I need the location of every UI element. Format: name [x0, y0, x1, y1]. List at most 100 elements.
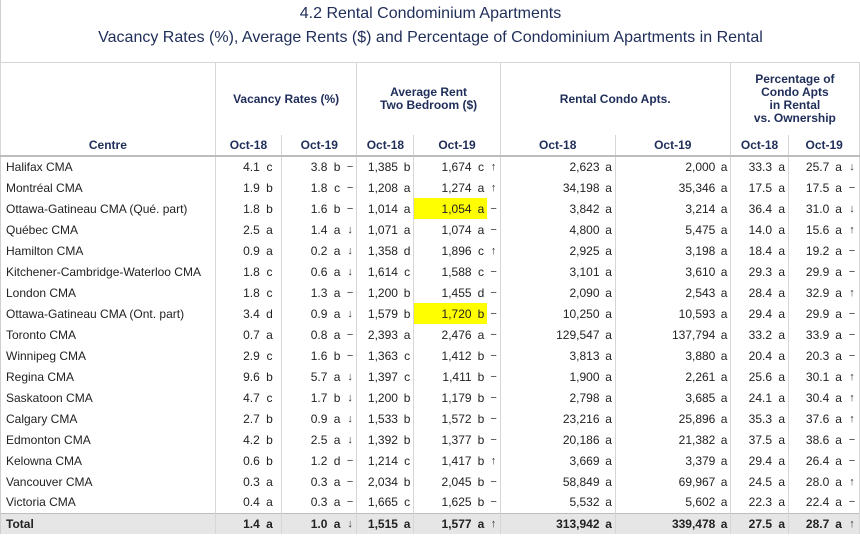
- condo-oct19-cell: 21,382: [614, 429, 719, 450]
- quality-grade-cell: a: [778, 369, 786, 384]
- rent-oct19-cell: 1,411: [413, 366, 475, 387]
- change-arrow-cell: −: [343, 345, 358, 366]
- table-subtitle: Vacancy Rates (%), Average Rents ($) and…: [98, 29, 763, 46]
- condo-oct18-cell: 2,090: [499, 282, 603, 303]
- quality-grade-cell: a: [403, 327, 411, 342]
- average-rent-header: Average Rent Two Bedroom ($): [356, 62, 501, 135]
- quality-grade-cell: a: [720, 327, 728, 342]
- centre-cell: London CMA: [0, 282, 216, 303]
- change-arrow-cell: −: [343, 450, 358, 471]
- vacancy-oct19-cell: 0.9: [281, 408, 331, 429]
- condo-oct18-cell: 2,623: [499, 156, 603, 177]
- quality-grade-cell: b: [474, 303, 488, 324]
- pct-oct19-cell: 25.7: [788, 156, 833, 177]
- quality-grade-cell: a: [720, 432, 728, 447]
- table-row: Halifax CMA 4.1 c 3.8 b −1,385 b 1,674 c ↑ 2,623 a 2…: [0, 156, 860, 177]
- rental-condo-table: Vacancy Rates (%) Average Rent Two Bedro…: [0, 62, 860, 534]
- vacancy-oct18-cell: 3.4: [214, 303, 263, 324]
- quality-grade-cell: a: [720, 201, 728, 216]
- change-arrow-cell: −: [343, 282, 358, 303]
- quality-grade-cell: a: [605, 201, 612, 216]
- quality-grade-cell: a: [720, 264, 728, 279]
- quality-grade-cell: a: [720, 474, 728, 489]
- quality-grade-cell: a: [720, 306, 728, 321]
- change-arrow-cell: −: [487, 345, 501, 366]
- centre-cell: Halifax CMA: [0, 156, 216, 177]
- quality-grade-cell: a: [835, 390, 842, 405]
- quality-grade-cell: a: [835, 222, 842, 237]
- change-arrow-cell: ↑: [844, 282, 860, 303]
- quality-grade-cell: b: [477, 453, 485, 468]
- quality-grade-cell: a: [605, 390, 612, 405]
- quality-grade-cell: a: [832, 512, 845, 534]
- change-arrow-cell: ↑: [487, 156, 501, 177]
- percentage-line2: Condo Apts: [761, 85, 829, 99]
- rent-oct18-cell: 1,392: [356, 429, 401, 450]
- quality-grade-cell: a: [605, 180, 612, 195]
- change-arrow-cell: ↑: [844, 408, 860, 429]
- quality-grade-cell: c: [404, 264, 411, 279]
- quality-grade-cell: a: [477, 180, 485, 195]
- vacancy-oct19-cell: 0.3: [281, 471, 331, 492]
- condo-oct18-header: Oct-18: [499, 135, 616, 157]
- quality-grade-cell: b: [477, 432, 485, 447]
- pct-oct19-cell: 28.7: [788, 512, 833, 534]
- centre-cell: Ottawa-Gatineau CMA (Ont. part): [0, 303, 216, 324]
- vacancy-oct19-cell: 0.3: [281, 492, 331, 513]
- vacancy-oct18-cell: 1.8: [214, 261, 263, 282]
- vacancy-oct19-cell: 0.6: [281, 261, 331, 282]
- vacancy-oct19-cell: 2.5: [281, 429, 331, 450]
- pct-oct18-cell: 37.5: [729, 429, 776, 450]
- table-row: Hamilton CMA 0.9 a 0.2 a ↓ 1,358 d 1,896 c ↑ 2,925 a…: [0, 240, 860, 261]
- change-arrow-cell: ↓: [343, 219, 358, 240]
- condo-oct19-cell: 25,896: [614, 408, 719, 429]
- quality-grade-cell: a: [720, 160, 728, 174]
- change-arrow-cell: −: [343, 156, 358, 177]
- condo-oct19-cell: 2,000: [614, 156, 719, 177]
- vacancy-oct18-cell: 0.4: [214, 492, 263, 513]
- quality-grade-cell: c: [266, 285, 273, 300]
- condo-oct18-cell: 34,198: [499, 177, 603, 198]
- pct-oct19-cell: 29.9: [788, 261, 833, 282]
- quality-grade-cell: a: [720, 390, 728, 405]
- vacancy-oct19-cell: 5.7: [281, 366, 331, 387]
- quality-grade-cell: b: [477, 474, 485, 489]
- centre-cell: Kelowna CMA: [0, 450, 216, 471]
- change-arrow-cell: ↓: [343, 387, 358, 408]
- quality-grade-cell: a: [262, 512, 277, 534]
- quality-grade-cell: b: [403, 432, 411, 447]
- quality-grade-cell: a: [605, 327, 612, 342]
- quality-grade-cell: a: [835, 474, 842, 489]
- change-arrow-cell: −: [487, 492, 501, 513]
- change-arrow-cell: ↓: [844, 156, 860, 177]
- quality-grade-cell: a: [720, 453, 728, 468]
- pct-oct19-cell: 15.6: [788, 219, 833, 240]
- quality-grade-cell: a: [400, 512, 414, 534]
- quality-grade-cell: c: [404, 495, 411, 510]
- quality-grade-cell: a: [605, 432, 612, 447]
- rent-oct19-cell: 1,179: [413, 387, 475, 408]
- vacancy-oct19-cell: 0.9: [281, 303, 331, 324]
- quality-grade-cell: a: [835, 306, 842, 321]
- quality-grade-cell: a: [778, 222, 786, 237]
- vacancy-oct18-cell: 1.8: [214, 282, 263, 303]
- quality-grade-cell: c: [404, 453, 411, 468]
- change-arrow-cell: ↓: [343, 240, 358, 261]
- vacancy-oct19-header: Oct-19: [281, 135, 358, 157]
- quality-grade-cell: b: [403, 474, 411, 489]
- centre-cell: Montréal CMA: [0, 177, 216, 198]
- change-arrow-cell: ↓: [343, 261, 358, 282]
- condo-oct19-cell: 3,610: [614, 261, 719, 282]
- quality-grade-cell: d: [477, 285, 485, 300]
- centre-cell: Regina CMA: [0, 366, 216, 387]
- quality-grade-cell: d: [403, 243, 411, 258]
- quality-grade-cell: a: [835, 201, 842, 216]
- change-arrow-cell: −: [343, 324, 358, 345]
- average-rent-line2: Two Bedroom ($): [380, 98, 478, 112]
- vacancy-oct18-cell: 2.5: [214, 219, 263, 240]
- change-arrow-cell: −: [844, 492, 860, 513]
- quality-grade-cell: a: [835, 432, 842, 447]
- vacancy-oct18-cell: 0.9: [214, 240, 263, 261]
- quality-grade-cell: a: [835, 264, 842, 279]
- rent-oct19-cell: 1,577: [413, 512, 475, 534]
